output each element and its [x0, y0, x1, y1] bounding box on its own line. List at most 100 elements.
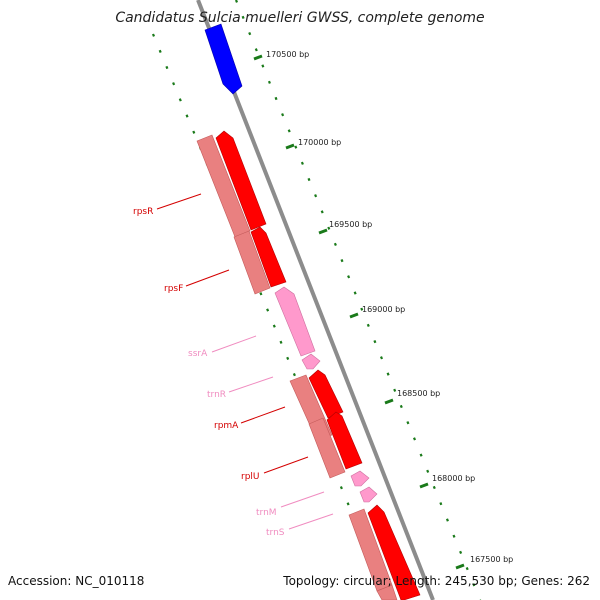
gene-arrow[interactable] [308, 369, 344, 419]
gene-arrow[interactable] [215, 130, 267, 231]
map-title: Candidatus Sulcia muelleri GWSS, complet… [115, 10, 485, 26]
gene-features [196, 23, 421, 600]
track-dot [178, 98, 182, 102]
scale-tick: 169000 bp [349, 305, 405, 319]
gene-arrow[interactable] [250, 226, 287, 288]
track-dot [373, 339, 377, 344]
gene-label-trnM[interactable]: trnM [256, 491, 325, 518]
track-dot [279, 340, 283, 344]
track-dot [386, 372, 390, 376]
track-dot [274, 96, 278, 101]
track-dot [287, 129, 291, 133]
track-dot [307, 177, 311, 182]
track-dot [165, 65, 169, 70]
outer-dotted-track [234, 0, 482, 600]
gene-block[interactable] [376, 584, 398, 600]
track-dot [360, 307, 364, 311]
gene-label-text: rplU [241, 472, 260, 482]
tick-label: 168500 bp [397, 389, 440, 398]
track-dot [459, 550, 463, 555]
track-dot [300, 161, 304, 165]
track-dot [314, 194, 318, 198]
scale-ticks: 170500 bp 170000 bp 169500 bp 169000 bp … [253, 50, 513, 570]
track-dot [412, 437, 417, 441]
gene-label-text: trnS [266, 528, 285, 538]
genome-summary: Topology: circular; Length: 245,530 bp; … [283, 574, 590, 588]
scale-tick: 170000 bp [285, 138, 341, 150]
gene-block[interactable] [196, 134, 251, 238]
track-dot [339, 486, 343, 490]
track-dot [439, 502, 443, 506]
gene-arrow[interactable] [274, 286, 316, 357]
gene-arrow[interactable] [301, 353, 321, 370]
gene-arrow[interactable] [350, 470, 370, 487]
scale-tick: 168000 bp [419, 474, 475, 489]
track-dot [172, 82, 176, 86]
gene-label-rpsF[interactable]: rpsF [164, 269, 230, 294]
tick-label: 168000 bp [432, 474, 475, 483]
scale-tick: 167500 bp [455, 555, 513, 570]
track-dot [347, 275, 351, 279]
gene-arrow[interactable] [204, 23, 243, 95]
gene-labels: rpsR rpsF ssrA trnR rpmA rplU trnM trnS [133, 193, 334, 538]
track-dot [379, 356, 384, 360]
track-dot [292, 372, 296, 377]
tick-label: 170000 bp [298, 138, 341, 147]
track-dot [192, 130, 196, 134]
track-dot [393, 388, 397, 392]
track-dot [261, 64, 265, 68]
track-dot [259, 292, 263, 296]
gene-label-text: ssrA [188, 349, 208, 359]
track-dot [185, 114, 189, 118]
gene-label-rplU[interactable]: rplU [241, 456, 309, 482]
track-dot [340, 258, 344, 263]
gene-block[interactable] [233, 230, 271, 295]
scale-tick: 169500 bp [318, 220, 372, 235]
gene-label-text: trnR [207, 390, 226, 400]
gene-label-rpsR[interactable]: rpsR [133, 193, 202, 217]
track-dot [281, 113, 285, 117]
track-dot [406, 421, 410, 425]
gene-label-text: rpsF [164, 284, 183, 294]
gene-block[interactable] [308, 417, 346, 479]
gene-label-ssrA[interactable]: ssrA [188, 335, 257, 359]
track-dot [267, 80, 271, 84]
gene-arrow[interactable] [326, 411, 363, 470]
track-dot [472, 583, 476, 587]
track-dot [465, 566, 469, 571]
track-dot [366, 323, 370, 328]
track-dot [286, 356, 290, 361]
tick-label: 169500 bp [329, 220, 372, 229]
gene-label-text: trnM [256, 508, 277, 518]
track-dot [353, 291, 357, 295]
track-dot [234, 0, 239, 3]
track-dot [419, 453, 423, 457]
gene-label-rpmA[interactable]: rpmA [214, 406, 286, 431]
gene-label-trnR[interactable]: trnR [207, 376, 274, 400]
gene-label-trnS[interactable]: trnS [266, 513, 334, 538]
tick-label: 167500 bp [470, 555, 513, 564]
track-dot [294, 145, 298, 149]
track-dot [266, 308, 270, 312]
track-dot [327, 226, 331, 230]
genome-backbone [196, 0, 435, 600]
track-dot [445, 518, 449, 522]
scale-tick: 168500 bp [384, 389, 440, 405]
track-dot [333, 242, 337, 247]
track-dot [248, 31, 252, 36]
tick-label: 170500 bp [266, 50, 309, 59]
track-dot [151, 33, 156, 37]
scale-tick: 170500 bp [253, 50, 309, 61]
track-dot [272, 324, 276, 328]
track-dot [399, 404, 403, 409]
track-dot [426, 469, 430, 473]
gene-label-text: rpmA [214, 421, 239, 431]
gene-arrow[interactable] [359, 486, 378, 503]
track-dot [320, 210, 324, 214]
track-dot [158, 49, 162, 54]
track-dot [346, 502, 350, 506]
accession-label: Accession: NC_010118 [8, 574, 145, 588]
gene-arrow[interactable] [367, 504, 421, 600]
tick-label: 169000 bp [362, 305, 405, 314]
